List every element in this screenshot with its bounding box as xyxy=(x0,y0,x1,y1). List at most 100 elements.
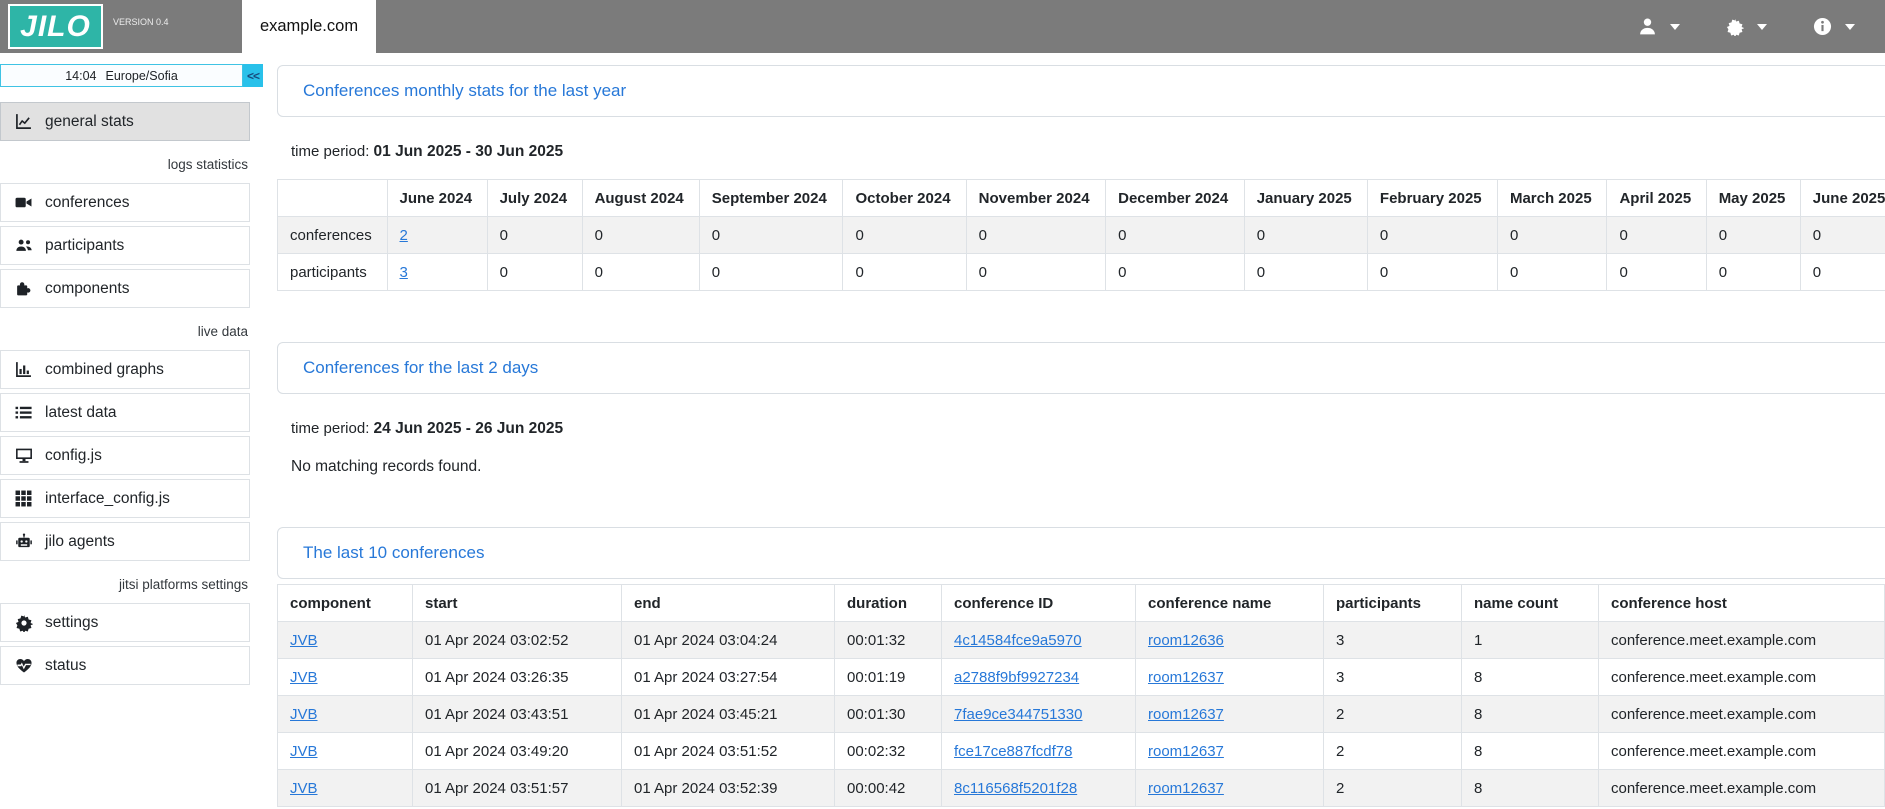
chevron-down-icon xyxy=(1757,23,1767,30)
tab-example-com[interactable]: example.com xyxy=(242,0,376,53)
sidebar-item-status[interactable]: status xyxy=(0,646,250,685)
duration: 00:01:32 xyxy=(834,621,942,659)
conference-name-link[interactable]: room12637 xyxy=(1148,742,1224,760)
monthly-value: 0 xyxy=(1366,253,1498,291)
conference-header-row: component start end duration conference ID co… xyxy=(277,584,1885,622)
monthly-value-link[interactable]: 2 xyxy=(399,226,408,244)
conference-host: conference.meet.example.com xyxy=(1598,769,1885,807)
clock-display: 14:04 Europe/Sofia xyxy=(0,64,243,87)
conference-name-link[interactable]: room12637 xyxy=(1148,705,1224,723)
monthly-value: 0 xyxy=(1606,253,1707,291)
monthly-column-header: June 2025 xyxy=(1799,179,1885,217)
monthly-value-link[interactable]: 3 xyxy=(399,263,408,281)
conference-name-link[interactable]: room12636 xyxy=(1148,631,1224,649)
conference-host: conference.meet.example.com xyxy=(1598,621,1885,659)
monthly-column-header: September 2024 xyxy=(698,179,844,217)
conference-column-header: name count xyxy=(1461,584,1599,622)
sidebar-item-combined-graphs[interactable]: combined graphs xyxy=(0,350,250,389)
conference-row: JVB 01 Apr 2024 03:51:57 01 Apr 2024 03:52… xyxy=(277,769,1885,807)
monthly-header-row: June 2024 July 2024 August 2024 September 2… xyxy=(277,179,1885,217)
sidebar-item-settings[interactable]: settings xyxy=(0,603,250,642)
sidebar-item-general-stats[interactable]: general stats xyxy=(0,102,250,141)
conference-id-link[interactable]: 4c14584fce9a5970 xyxy=(954,631,1082,649)
monthly-value: 0 xyxy=(842,216,967,254)
monthly-column-header: October 2024 xyxy=(842,179,967,217)
component-link[interactable]: JVB xyxy=(290,705,318,723)
sidebar-item-conferences[interactable]: conferences xyxy=(0,183,250,222)
monthly-column-header xyxy=(277,179,388,217)
version-label: VERSION 0.4 xyxy=(113,16,169,27)
sidebar-item-label: components xyxy=(45,279,130,297)
monthly-value: 0 xyxy=(1705,216,1801,254)
card-title: Conferences for the last 2 days xyxy=(303,358,539,377)
duration: 00:02:32 xyxy=(834,732,942,770)
component-link[interactable]: JVB xyxy=(290,668,318,686)
end-time: 01 Apr 2024 03:51:52 xyxy=(621,732,835,770)
conference-row: JVB 01 Apr 2024 03:49:20 01 Apr 2024 03:51… xyxy=(277,732,1885,770)
name-count: 1 xyxy=(1461,621,1599,659)
monthly-value: 0 xyxy=(965,253,1107,291)
monthly-column-header: April 2025 xyxy=(1606,179,1707,217)
component-link[interactable]: JVB xyxy=(290,631,318,649)
sidebar-item-label: latest data xyxy=(45,403,117,421)
settings-menu[interactable] xyxy=(1726,18,1767,36)
monthly-column-header: February 2025 xyxy=(1366,179,1498,217)
conference-host: conference.meet.example.com xyxy=(1598,658,1885,696)
user-menu[interactable] xyxy=(1638,17,1680,36)
last-conferences-table: component start end duration conference ID co… xyxy=(277,584,1885,807)
gear-icon xyxy=(1726,18,1744,36)
sidebar-item-label: general stats xyxy=(45,112,134,130)
sidebar-item-label: combined graphs xyxy=(45,360,164,378)
time-period-value: 01 Jun 2025 - 30 Jun 2025 xyxy=(373,143,564,160)
component-link[interactable]: JVB xyxy=(290,779,318,797)
monthly-value: 0 xyxy=(1243,216,1368,254)
end-time: 01 Apr 2024 03:52:39 xyxy=(621,769,835,807)
conference-name-link[interactable]: room12637 xyxy=(1148,668,1224,686)
conference-id-link[interactable]: fce17ce887fcdf78 xyxy=(954,742,1073,760)
component-link[interactable]: JVB xyxy=(290,742,318,760)
gear-icon xyxy=(14,614,33,632)
conference-id-link[interactable]: 8c116568f5201f28 xyxy=(954,779,1078,797)
start-time: 01 Apr 2024 03:51:57 xyxy=(412,769,622,807)
logo-text: JILO xyxy=(20,9,91,43)
conference-name-link[interactable]: room12637 xyxy=(1148,779,1224,797)
monitor-icon xyxy=(14,447,33,464)
sidebar-item-participants[interactable]: participants xyxy=(0,226,250,265)
start-time: 01 Apr 2024 03:26:35 xyxy=(412,658,622,696)
monthly-value: 0 xyxy=(965,216,1107,254)
monthly-value: 0 xyxy=(1496,253,1608,291)
clock-time: 14:04 xyxy=(65,68,97,83)
monthly-column-header: August 2024 xyxy=(581,179,700,217)
sidebar-item-label: conferences xyxy=(45,193,130,211)
video-icon xyxy=(14,194,33,211)
monthly-column-header: June 2024 xyxy=(386,179,488,217)
monthly-value: 0 xyxy=(842,253,967,291)
sidebar-item-config-js[interactable]: config.js xyxy=(0,436,250,475)
top-bar: JILO VERSION 0.4 example.com xyxy=(0,0,1885,53)
duration: 00:01:19 xyxy=(834,658,942,696)
participants-count: 2 xyxy=(1323,695,1462,733)
sidebar-item-label: jilo agents xyxy=(45,532,115,550)
start-time: 01 Apr 2024 03:02:52 xyxy=(412,621,622,659)
monthly-column-header: December 2024 xyxy=(1105,179,1245,217)
sidebar-collapse-button[interactable]: << xyxy=(243,64,263,87)
card-title: Conferences monthly stats for the last y… xyxy=(303,81,627,100)
sidebar-item-label: settings xyxy=(45,613,99,631)
conference-row: JVB 01 Apr 2024 03:43:51 01 Apr 2024 03:45… xyxy=(277,695,1885,733)
info-menu[interactable] xyxy=(1813,17,1855,36)
sidebar-item-jilo-agents[interactable]: jilo agents xyxy=(0,522,250,561)
sidebar-item-components[interactable]: components xyxy=(0,269,250,308)
monthly-value: 0 xyxy=(1366,216,1498,254)
sidebar-item-label: participants xyxy=(45,236,125,254)
name-count: 8 xyxy=(1461,658,1599,696)
clock-timezone: Europe/Sofia xyxy=(105,68,178,83)
chart-line-icon xyxy=(14,113,33,130)
conference-column-header: conference host xyxy=(1598,584,1885,622)
monthly-value: 0 xyxy=(1105,253,1245,291)
conference-row: JVB 01 Apr 2024 03:26:35 01 Apr 2024 03:27… xyxy=(277,658,1885,696)
conference-id-link[interactable]: a2788f9bf9927234 xyxy=(954,668,1080,686)
conference-id-link[interactable]: 7fae9ce344751330 xyxy=(954,705,1083,723)
sidebar-item-latest-data[interactable]: latest data xyxy=(0,393,250,432)
sidebar-item-interface-config-js[interactable]: interface_config.js xyxy=(0,479,250,518)
main-content: Conferences monthly stats for the last y… xyxy=(277,53,1885,809)
